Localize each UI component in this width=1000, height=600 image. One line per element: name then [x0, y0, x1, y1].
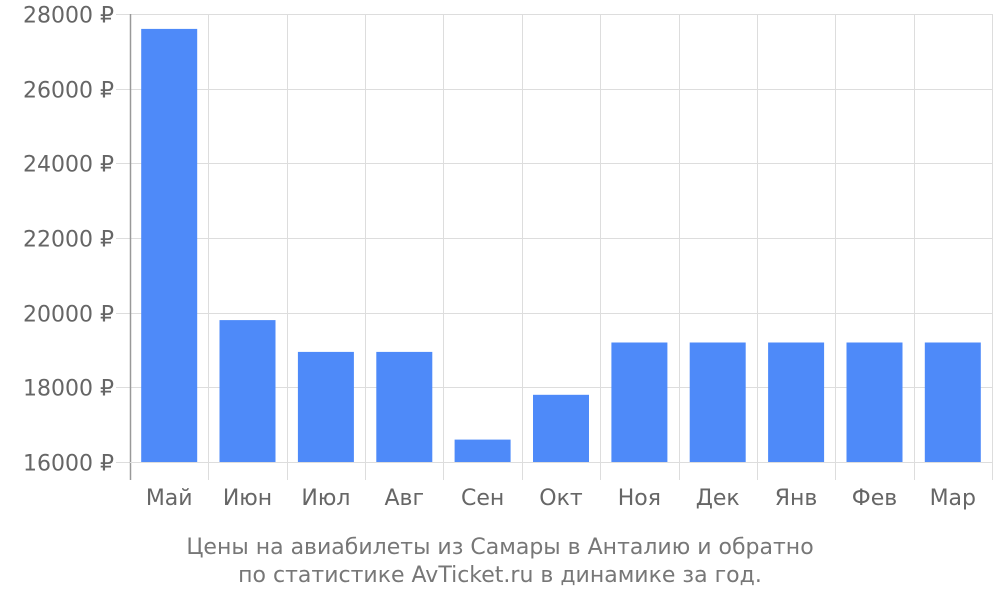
x-tick-label: Авг [385, 486, 425, 511]
bar-3 [376, 351, 433, 462]
x-tick-label: Июл [301, 486, 350, 511]
bar-6 [611, 342, 668, 462]
y-tick-labels: 16000 ₽ 18000 ₽ 20000 ₽ 22000 ₽ 24000 ₽ 26000… [23, 4, 114, 477]
y-tick-label: 22000 ₽ [23, 228, 114, 253]
bar-4 [454, 439, 511, 462]
bar-1 [219, 320, 276, 462]
y-tick-label: 20000 ₽ [23, 303, 114, 328]
x-tick-label: Ноя [618, 486, 661, 511]
x-tick-label: Окт [539, 486, 583, 511]
x-tick-label: Июн [223, 486, 272, 511]
y-tick-label: 26000 ₽ [23, 79, 114, 104]
x-tick-label: Май [146, 486, 193, 511]
axes [116, 14, 993, 480]
x-tick-label: Сен [461, 486, 504, 511]
chart-caption-line-2: по статистике AvTicket.ru в динамике за … [238, 563, 762, 588]
x-tick-label: Дек [696, 486, 740, 511]
x-tick-label: Фев [852, 486, 897, 511]
chart-caption-line-1: Цены на авиабилеты из Самары в Анталию и… [186, 535, 814, 560]
y-tick-label: 18000 ₽ [23, 377, 114, 402]
bars [141, 28, 981, 463]
grid-lines [130, 14, 993, 463]
y-tick-label: 28000 ₽ [23, 4, 114, 29]
x-tick-label: Янв [775, 486, 818, 511]
bar-8 [768, 342, 825, 462]
bar-7 [689, 342, 746, 462]
bar-9 [846, 342, 903, 462]
y-tick-label: 24000 ₽ [23, 153, 114, 178]
y-tick-label: 16000 ₽ [23, 452, 114, 477]
bar-5 [533, 394, 589, 462]
x-tick-labels: Май Июн Июл Авг Сен Окт Ноя Дек Янв Фев Мар [146, 486, 976, 511]
bar-10 [924, 342, 981, 462]
bar-2 [297, 351, 354, 462]
x-tick-label: Мар [930, 486, 976, 511]
bar-0 [141, 28, 198, 463]
price-bar-chart: 16000 ₽ 18000 ₽ 20000 ₽ 22000 ₽ 24000 ₽ 26000… [23, 4, 993, 511]
